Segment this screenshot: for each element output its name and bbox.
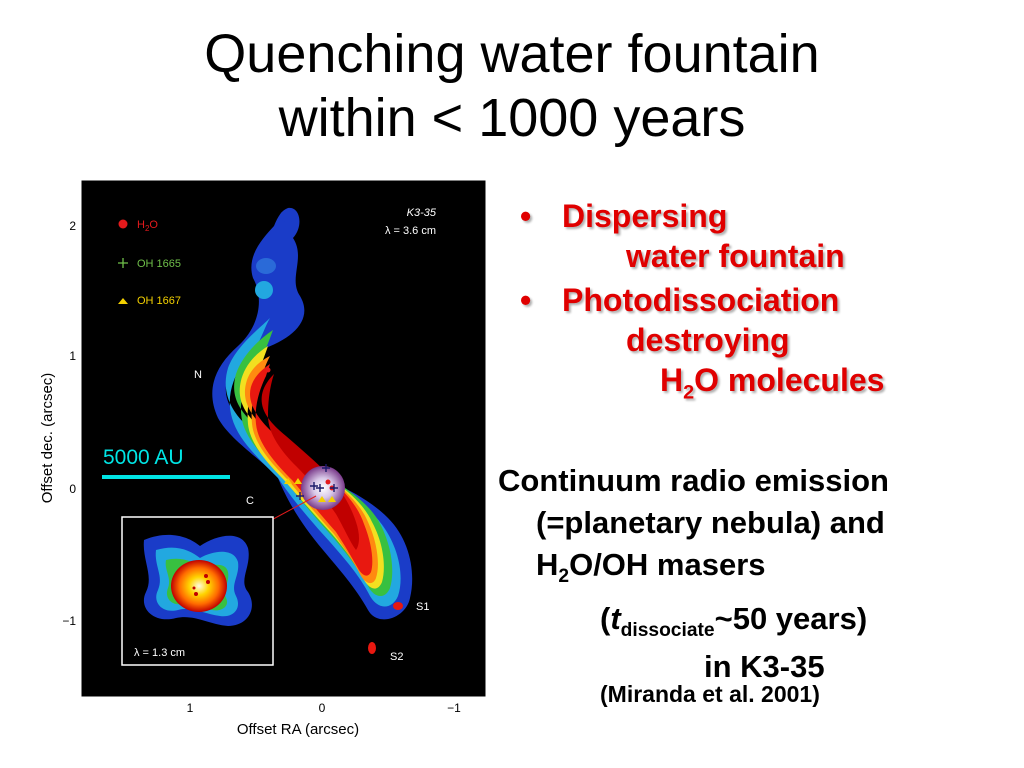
citation: (Miranda et al. 2001)	[600, 681, 820, 707]
oh1667-maser-marker	[318, 496, 326, 502]
y-tick-label: 1	[69, 349, 76, 363]
continuum-line: in K3-35	[704, 649, 825, 685]
oh1667-maser-marker	[294, 478, 302, 484]
oh1665-maser-markers	[296, 464, 338, 500]
bullet-dot-icon: •	[520, 282, 532, 318]
continuum-line: H2O/OH masers	[536, 547, 766, 588]
legend-triangle-icon	[118, 298, 128, 304]
inset-y-tick: 0.1	[103, 532, 118, 544]
legend-h2o-label: H2O	[137, 219, 158, 233]
radio-map-svg: Offset dec. (arcsec) 2 1 0 −1	[39, 180, 486, 738]
scale-bar	[102, 475, 230, 479]
inset-y-tick: −0.1	[96, 640, 118, 652]
inset-y-tick: 0.0	[103, 586, 118, 598]
y-tick-label: 0	[69, 482, 76, 496]
y-tick-label: −1	[62, 614, 76, 628]
y-axis-label: Offset dec. (arcsec)	[39, 373, 56, 504]
object-name: K3-35	[407, 207, 437, 219]
slide-title: Quenching water fountain within < 1000 y…	[0, 22, 1024, 150]
inset-wavelength: λ = 1.3 cm	[134, 647, 185, 659]
legend-oh1665-label: OH 1665	[137, 258, 181, 270]
x-axis-label: Offset RA (arcsec)	[237, 721, 359, 738]
x-tick-label: 0	[319, 701, 326, 715]
inset-x-tick: 0.1	[136, 672, 151, 684]
inset-x-tick: 0.0	[192, 672, 207, 684]
x-tick-label: −1	[447, 701, 461, 715]
bullet-dot-icon: •	[520, 198, 532, 234]
label-center: C	[246, 495, 254, 507]
label-s1: S1	[416, 601, 429, 613]
legend-plus-icon	[118, 258, 128, 268]
bullet-item: • Dispersing water fountain	[520, 196, 1020, 276]
h2o-maser-marker	[265, 367, 271, 373]
bullet-line: destroying	[626, 322, 790, 358]
continuum-line: Continuum radio emission	[498, 463, 889, 498]
inset-map: λ = 1.3 cm 0.1 0.0 −0.1 0.1 0.0 −0.1	[96, 516, 274, 684]
continuum-description: Continuum radio emission (=planetary neb…	[498, 460, 1018, 688]
continuum-line: (=planetary nebula) and	[536, 505, 885, 540]
title-line-1: Quenching water fountain	[204, 24, 820, 84]
bullet-line: Photodissociation	[562, 282, 840, 318]
bullet-line: Dispersing	[562, 198, 728, 234]
label-s2: S2	[390, 651, 403, 663]
y-tick-label: 2	[69, 219, 76, 233]
h2o-maser-marker	[325, 479, 331, 485]
inset-x-tick: −0.1	[243, 672, 265, 684]
oh1667-maser-marker	[328, 496, 336, 502]
bullet-item: • Photodissociation destroying H2O molec…	[520, 280, 1020, 412]
oh1667-maser-marker	[284, 478, 292, 484]
legend-oh1667-label: OH 1667	[137, 295, 181, 307]
x-tick-label: 1	[187, 701, 194, 715]
label-north: N	[194, 369, 202, 381]
bullet-list: • Dispersing water fountain • Photodisso…	[520, 196, 1020, 412]
bullet-line: water fountain	[626, 238, 845, 274]
map-legend: H2O OH 1665 OH 1667	[118, 219, 181, 307]
k3-35-radio-image: Offset dec. (arcsec) 2 1 0 −1	[38, 178, 488, 743]
legend-dot-icon	[118, 219, 128, 229]
bullet-line: H2O molecules	[660, 362, 885, 404]
map-wavelength: λ = 3.6 cm	[385, 225, 436, 237]
scale-bar-label: 5000 AU	[103, 446, 184, 469]
title-line-2: within < 1000 years	[278, 88, 746, 148]
continuum-line: (tdissociate~50 years)	[600, 601, 868, 642]
